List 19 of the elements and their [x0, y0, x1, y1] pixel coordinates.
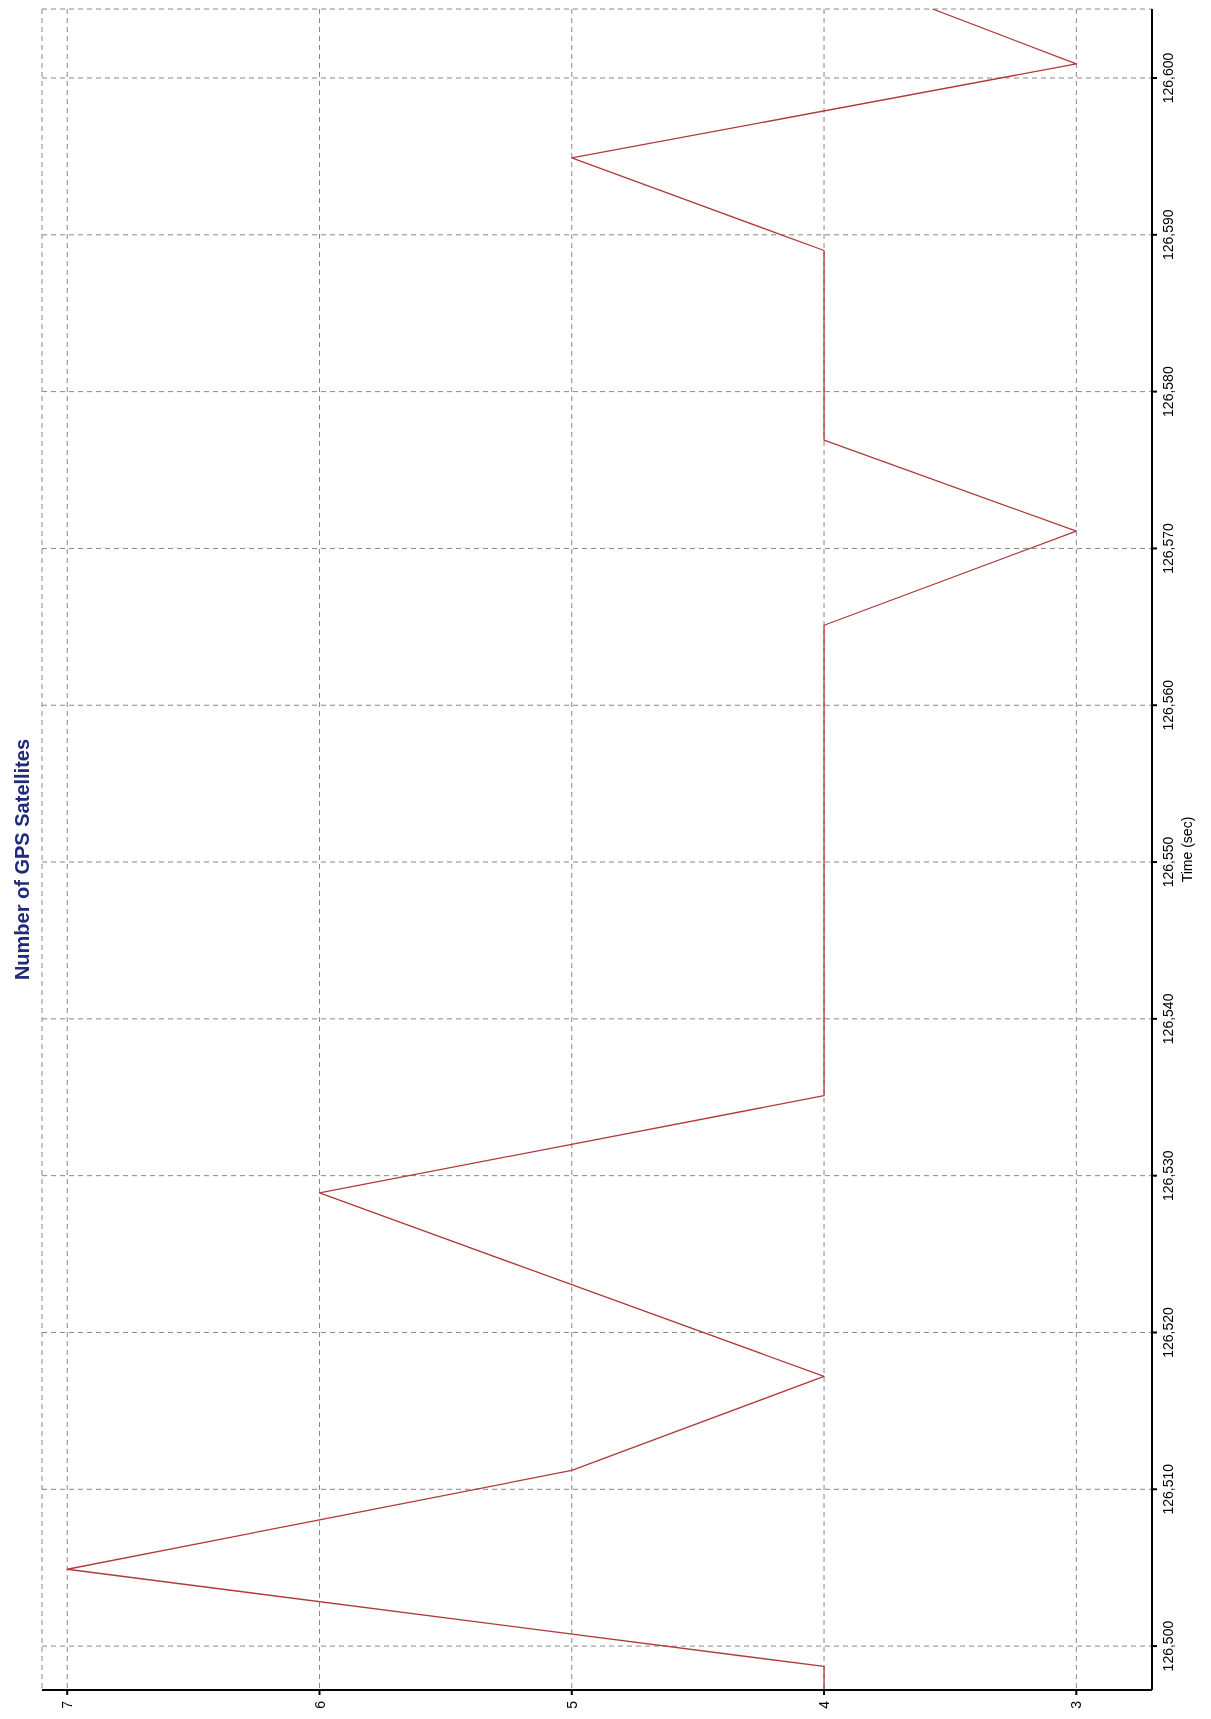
x-tick-label: 7 — [59, 1700, 76, 1709]
x-tick-label: 5 — [563, 1700, 580, 1709]
y-tick-label: 126,540 — [1160, 993, 1177, 1045]
y-tick-label: 126,550 — [1160, 836, 1177, 888]
y-tick-label: 126,520 — [1160, 1306, 1177, 1358]
y-tick-label: 126,530 — [1160, 1150, 1177, 1201]
line-series — [66, 9, 1077, 1690]
y-axis-title: Time (sec) — [1179, 816, 1196, 883]
y-tick-label: 126,560 — [1160, 679, 1177, 731]
y-tick-label: 126,500 — [1160, 1620, 1177, 1672]
y-tick-label: 126,580 — [1160, 366, 1177, 417]
x-tick-label: 4 — [816, 1700, 833, 1709]
y-tick-label: 126,600 — [1160, 52, 1177, 104]
y-tick-label: 126,510 — [1160, 1463, 1177, 1515]
x-tick-label: 6 — [311, 1700, 328, 1709]
y-tick-label: 126,590 — [1160, 209, 1177, 261]
text: Number of GPS Satellites — [11, 738, 35, 981]
x-tick-label: 3 — [1068, 1700, 1085, 1709]
y-tick-label: 126,570 — [1160, 522, 1177, 574]
